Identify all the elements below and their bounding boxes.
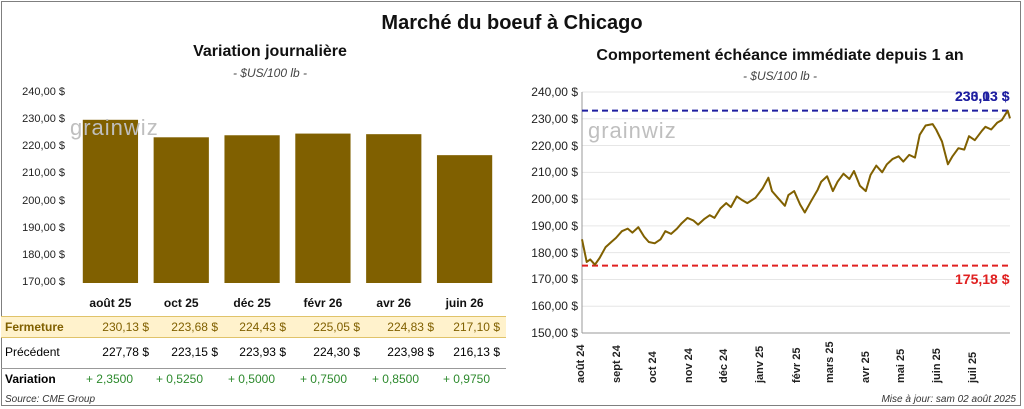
close-cell: 224,83 $ [387, 320, 434, 334]
bar [366, 134, 422, 283]
previous-cell: 227,78 $ [102, 345, 149, 359]
max-label-overlap: 230,13 $ [955, 88, 1010, 104]
table-row-change: Variation + 2,3500 + 0,5250 + 0,5000 + 0… [1, 368, 506, 389]
left-y-tick-label: 190,00 $ [22, 221, 65, 234]
right-y-tick-label: 210,00 $ [531, 165, 578, 180]
previous-cell: 223,15 $ [171, 345, 218, 359]
right-y-tick-label: 200,00 $ [531, 192, 578, 207]
left-x-tick-label: juin 26 [445, 296, 484, 310]
price-series-line [581, 109, 1011, 266]
right-chart-title: Comportement échéance immédiate depuis 1… [596, 47, 964, 64]
change-cell: + 0,7500 [299, 372, 347, 386]
left-x-tick-label: févr 26 [303, 296, 343, 310]
main-title: Marché du boeuf à Chicago [381, 12, 643, 34]
left-x-tick-label: août 25 [89, 296, 132, 310]
left-watermark: grainwiz [70, 115, 159, 140]
left-y-tick-label: 220,00 $ [22, 140, 65, 153]
right-y-tick-label: 170,00 $ [531, 272, 578, 287]
right-x-tick-label: sept 24 [611, 345, 624, 383]
right-x-tick-label: mai 25 [895, 348, 908, 383]
right-x-tick-label: janv 25 [754, 345, 767, 383]
right-x-tick-label: août 24 [575, 344, 587, 383]
previous-cell: 223,93 $ [239, 345, 286, 359]
close-cell: 217,10 $ [453, 320, 500, 334]
bar [82, 119, 139, 283]
row-label-close: Fermeture [5, 320, 64, 334]
bar [224, 135, 280, 283]
left-y-tick-label: 230,00 $ [22, 113, 65, 126]
left-y-tick-label: 240,00 $ [22, 86, 65, 98]
right-y-tick-label: 220,00 $ [531, 138, 578, 153]
change-cell: + 2,3500 [85, 372, 133, 386]
right-y-tick-label: 180,00 $ [531, 245, 578, 260]
table-row-previous: Précédent 227,78 $ 223,15 $ 223,93 $ 224… [1, 342, 506, 362]
change-cell: + 0,5250 [155, 372, 203, 386]
right-y-tick-label: 160,00 $ [531, 299, 578, 314]
bar [153, 137, 209, 283]
close-cell: 223,68 $ [171, 320, 218, 334]
right-x-tick-label: juil 25 [966, 351, 979, 383]
row-label-change: Variation [5, 372, 56, 386]
close-cell: 225,05 $ [313, 320, 360, 334]
left-y-tick-label: 200,00 $ [22, 194, 65, 207]
previous-cell: 224,30 $ [313, 345, 360, 359]
right-y-tick-label: 190,00 $ [531, 218, 578, 233]
source-note: Source: CME Group [5, 394, 96, 405]
right-y-tick-label: 240,00 $ [531, 85, 578, 99]
left-y-tick-label: 180,00 $ [22, 248, 65, 261]
change-cell: + 0,9750 [442, 372, 490, 386]
update-note: Mise à jour: sam 02 août 2025 [881, 394, 1016, 405]
right-x-tick-label: juin 25 [931, 348, 944, 383]
min-label: 175,18 $ [955, 271, 1010, 287]
bar [295, 133, 351, 283]
right-chart-unit: - $US/100 lb - [742, 69, 818, 83]
right-x-tick-label: oct 24 [646, 351, 659, 383]
left-x-tick-label: oct 25 [163, 296, 199, 310]
change-cell: + 0,5000 [227, 372, 275, 386]
change-cell: + 0,8500 [371, 372, 419, 386]
right-x-tick-label: nov 24 [682, 348, 695, 383]
close-cell: 224,43 $ [239, 320, 286, 334]
right-x-tick-label: févr 25 [790, 347, 803, 383]
left-x-tick-label: avr 26 [376, 296, 412, 310]
left-x-tick-label: déc 25 [233, 296, 271, 310]
left-y-tick-label: 170,00 $ [22, 276, 65, 288]
right-x-tick-label: déc 24 [718, 348, 731, 383]
right-watermark: grainwiz [588, 118, 677, 143]
bar [436, 155, 493, 283]
right-y-tick-label: 230,00 $ [531, 111, 578, 126]
previous-cell: 223,98 $ [387, 345, 434, 359]
right-x-tick-label: mars 25 [823, 341, 836, 383]
close-cell: 230,13 $ [102, 320, 149, 334]
previous-cell: 216,13 $ [453, 345, 500, 359]
row-label-previous: Précédent [5, 345, 60, 359]
right-y-tick-label: 150,00 $ [531, 326, 578, 340]
left-chart-title: Variation journalière [193, 43, 347, 60]
table-row-close: Fermeture 230,13 $ 223,68 $ 224,43 $ 225… [1, 316, 506, 338]
max-label: 233,03 $ [955, 88, 1010, 104]
left-chart-unit: - $US/100 lb - [232, 66, 308, 80]
left-y-tick-label: 210,00 $ [22, 167, 65, 180]
right-x-tick-label: avr 25 [859, 351, 872, 383]
